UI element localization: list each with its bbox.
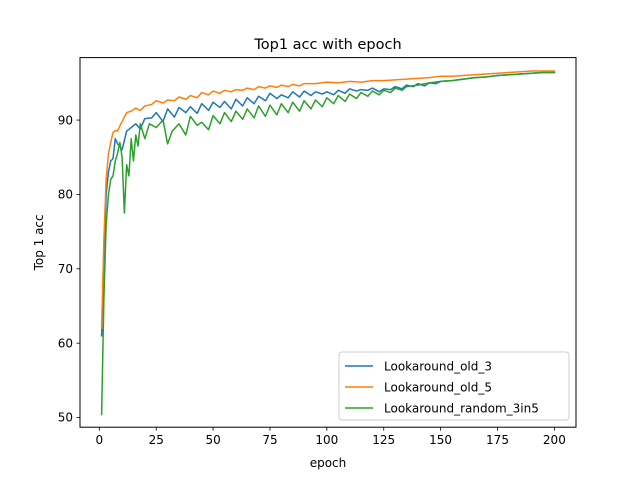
x-axis-title: epoch [310,456,347,470]
chart-title: Top1 acc with epoch [253,37,401,53]
y-tick-label: 60 [58,336,73,350]
legend-label-3: Lookaround_random_3in5 [384,401,539,415]
series-line-2 [100,70,556,330]
legend: Lookaround_old_3 Lookaround_old_5 Lookarou… [338,351,570,421]
x-tick-label: 75 [262,433,277,447]
legend-label-2: Lookaround_old_5 [384,380,492,394]
x-tick-label: 175 [486,433,509,447]
x-tick-label: 200 [543,433,566,447]
x-tick-label: 125 [372,433,395,447]
legend-box [338,351,570,421]
series-layer [100,70,556,416]
y-tick-label: 80 [58,188,73,202]
series-line-1 [100,71,556,337]
series-line-3 [100,71,556,416]
y-tick-label: 50 [58,411,73,425]
y-tick-label: 90 [58,113,73,127]
x-axis-ticks: 0 25 50 75 100 125 150 175 200 [96,427,566,447]
x-tick-label: 150 [429,433,452,447]
x-tick-label: 25 [149,433,164,447]
x-tick-label: 50 [205,433,220,447]
x-tick-label: 100 [315,433,338,447]
y-tick-label: 70 [58,262,73,276]
x-tick-label: 0 [96,433,104,447]
plot-frame [79,57,577,428]
y-axis-title: Top 1 acc [32,214,46,271]
legend-label-1: Lookaround_old_3 [384,359,492,373]
y-axis-ticks: 50 60 70 80 90 [58,113,80,425]
